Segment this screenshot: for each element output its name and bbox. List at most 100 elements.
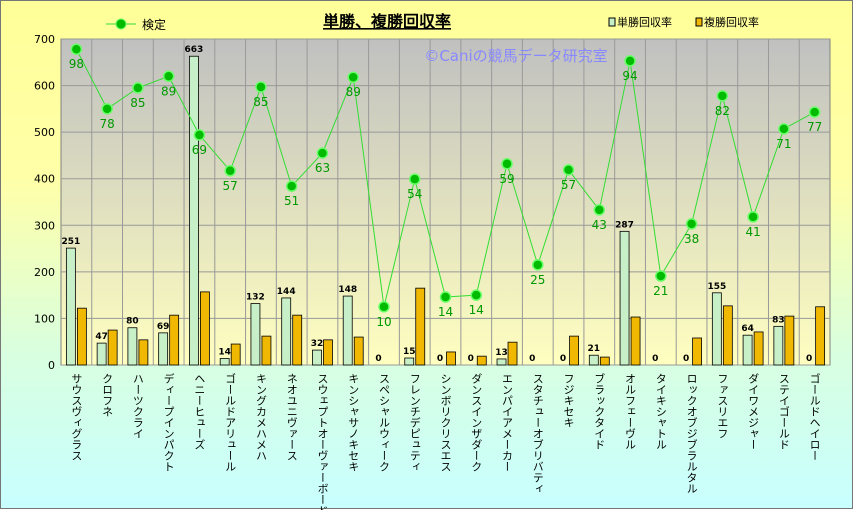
fukusho-bar <box>446 351 456 366</box>
tansho-data-label: 47 <box>95 332 108 342</box>
tansho-bar <box>250 303 261 366</box>
tansho-bar <box>158 332 169 366</box>
tansho-bar <box>96 342 107 366</box>
kentei-point <box>255 81 267 93</box>
kentei-point <box>439 291 452 303</box>
tansho-data-label: 15 <box>403 347 416 357</box>
fukusho-bar <box>692 337 702 366</box>
fukusho-bar <box>784 315 795 366</box>
tansho-bar <box>588 354 599 366</box>
kentei-data-label: 14 <box>469 303 484 317</box>
kentei-data-label: 85 <box>130 96 145 110</box>
x-tick-label: ヘニーヒューズ <box>193 373 206 450</box>
kentei-point <box>593 204 606 216</box>
x-tick-label: ハーツクライ <box>131 373 144 439</box>
kentei-point <box>716 90 729 102</box>
fukusho-bar <box>261 335 272 366</box>
x-tick-label: ゴールドアリュール <box>224 372 237 472</box>
chart-title: 単勝、複勝回収率 <box>323 12 451 31</box>
legend-tansho: 単勝回収率 <box>617 15 672 29</box>
fukusho-bar <box>169 314 180 366</box>
tansho-data-label: 148 <box>338 285 357 295</box>
tansho-data-label: 0 <box>652 354 658 364</box>
fukusho-bar <box>722 305 733 366</box>
kentei-data-label: 14 <box>438 305 453 319</box>
tansho-bar <box>127 327 138 366</box>
kentei-data-label: 51 <box>284 194 299 208</box>
kentei-point <box>808 106 821 118</box>
x-tick-label: オルフェーヴル <box>624 373 637 450</box>
kentei-data-label: 21 <box>653 284 668 298</box>
x-tick-label: ゴールドヘイロー <box>808 372 821 461</box>
kentei-data-label: 77 <box>807 120 822 134</box>
tansho-data-label: 287 <box>615 220 634 230</box>
tansho-data-label: 0 <box>468 354 474 364</box>
tansho-bar <box>711 292 722 366</box>
tansho-data-label: 0 <box>806 354 812 364</box>
kentei-data-label: 98 <box>69 57 84 71</box>
kentei-point <box>316 147 329 159</box>
kentei-point <box>285 180 298 192</box>
y-tick-label: 100 <box>34 312 55 325</box>
y-tick-label: 400 <box>34 173 55 186</box>
tansho-data-label: 0 <box>683 354 689 364</box>
kentei-point <box>562 164 575 176</box>
fukusho-bar <box>815 306 826 366</box>
tansho-data-label: 155 <box>707 282 726 292</box>
tansho-bar <box>312 349 322 366</box>
y-tick-label: 600 <box>34 80 55 93</box>
kentei-point <box>532 259 544 271</box>
y-tick-label: 0 <box>48 359 55 372</box>
tansho-data-label: 14 <box>218 347 231 357</box>
x-tick-label: キンシャサノキセキ <box>347 373 360 472</box>
fukusho-bar <box>507 341 518 366</box>
x-tick-label: スタチューオブリバティ <box>531 373 544 494</box>
fukusho-bar <box>107 329 118 366</box>
y-tick-label: 700 <box>34 33 55 46</box>
fukusho-bar <box>230 343 241 366</box>
kentei-data-label: 41 <box>745 225 760 239</box>
tansho-bar <box>281 297 292 366</box>
x-tick-label: ネオユニヴァース <box>285 373 298 461</box>
kentei-point <box>132 82 144 94</box>
tansho-data-label: 0 <box>560 354 566 364</box>
tansho-data-label: 663 <box>185 45 204 55</box>
x-tick-label: ダンスインザダーク <box>470 373 483 472</box>
x-tick-label: ダイワメジャー <box>747 373 760 450</box>
fukusho-bar <box>630 316 641 366</box>
x-tick-label: シンボリクリスエス <box>439 373 452 472</box>
kentei-point <box>747 211 759 223</box>
legend-tansho-swatch <box>608 17 616 27</box>
tansho-data-label: 144 <box>277 287 296 297</box>
tansho-data-label: 13 <box>495 348 508 358</box>
fukusho-bar <box>353 336 364 366</box>
x-tick-label: ステイゴールド <box>777 373 790 450</box>
legend-fukusho-swatch <box>695 17 703 27</box>
tansho-data-label: 251 <box>61 237 80 247</box>
fukusho-bar <box>323 339 333 366</box>
tansho-data-label: 132 <box>246 293 265 303</box>
tansho-data-label: 32 <box>311 339 324 349</box>
x-tick-label: キングカメハメハ <box>254 373 267 461</box>
tansho-data-label: 64 <box>741 324 754 334</box>
y-tick-label: 200 <box>34 266 55 279</box>
kentei-data-label: 89 <box>346 85 361 99</box>
kentei-point <box>624 55 636 67</box>
tansho-bar <box>404 357 415 366</box>
fukusho-bar <box>138 339 149 366</box>
tansho-bar <box>219 358 230 366</box>
x-tick-label: フレンチデピュティ <box>408 373 421 472</box>
kentei-data-label: 54 <box>407 187 422 201</box>
tansho-bar <box>189 55 199 366</box>
y-tick-label: 300 <box>34 219 55 232</box>
tansho-bar <box>773 325 784 366</box>
kentei-point <box>655 270 667 282</box>
kentei-data-label: 78 <box>99 117 114 131</box>
y-tick-label: 500 <box>34 126 55 139</box>
tansho-data-label: 69 <box>157 322 170 332</box>
fukusho-bar <box>599 356 610 366</box>
x-tick-label: ディープインパクト <box>162 372 175 472</box>
kentei-point <box>685 218 698 230</box>
tansho-bar <box>742 334 753 366</box>
